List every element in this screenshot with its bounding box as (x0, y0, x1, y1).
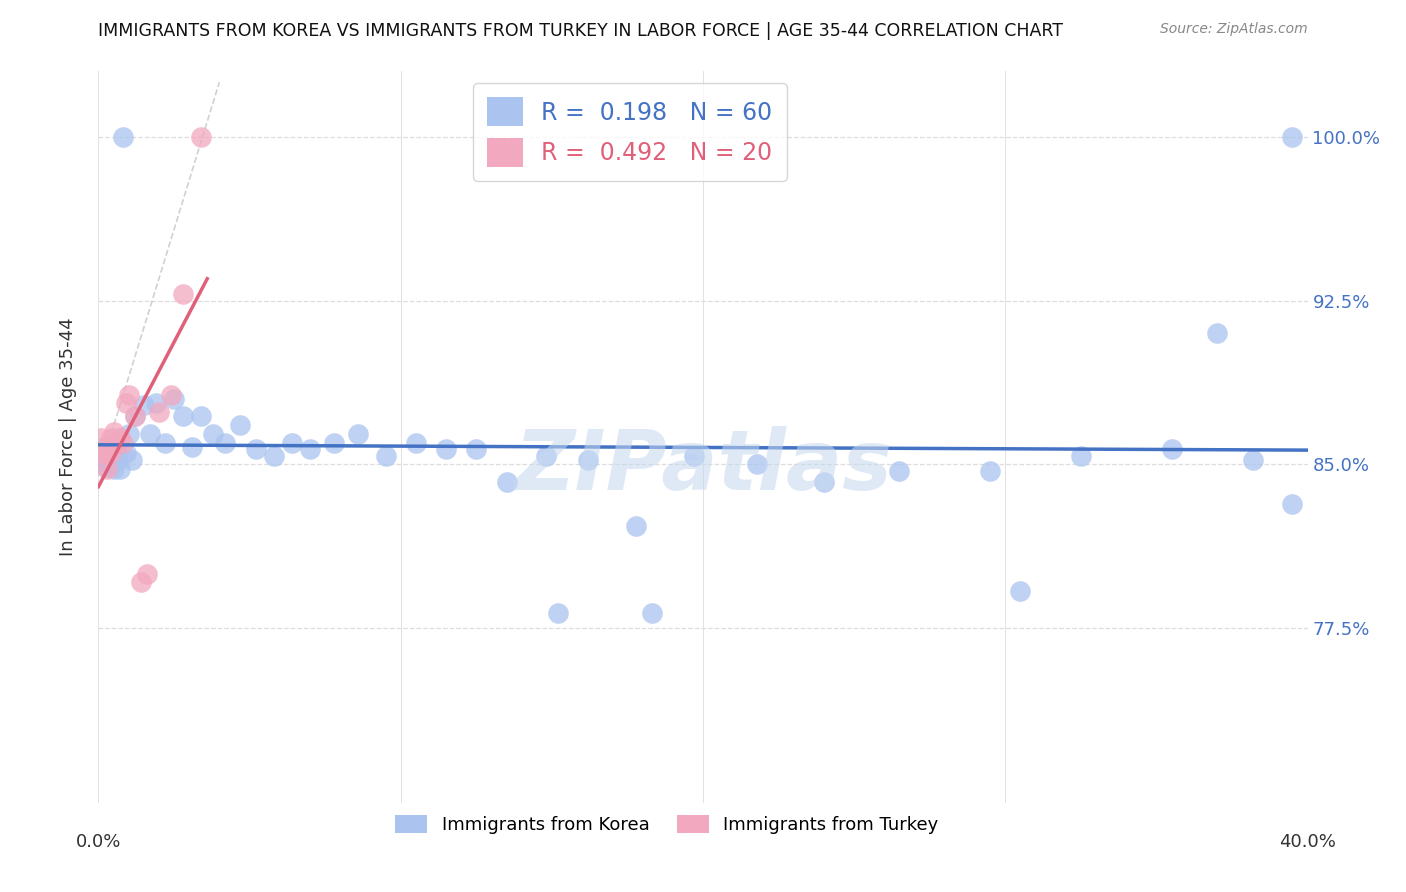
Point (100, 446, 122, 460)
Point (1160, 442, 1182, 456)
Point (145, 396, 167, 410)
Point (160, 387, 183, 401)
Point (434, 442, 457, 456)
Point (100, 449, 122, 463)
Legend: R =  0.198   N = 60, R =  0.492   N = 20: R = 0.198 N = 60, R = 0.492 N = 20 (472, 83, 787, 181)
Point (105, 453, 128, 467)
Point (93, 446, 115, 460)
Point (114, 396, 136, 410)
Point (124, 409, 146, 424)
Point (495, 475, 517, 489)
Point (108, 431, 131, 445)
Point (135, 566, 157, 581)
Point (747, 458, 769, 472)
Point (323, 435, 346, 450)
Point (93, 440, 115, 454)
Point (374, 449, 396, 463)
Point (813, 475, 835, 489)
Point (121, 453, 143, 467)
Point (114, 446, 136, 460)
Text: Source: ZipAtlas.com: Source: ZipAtlas.com (1160, 22, 1308, 37)
Point (547, 606, 569, 620)
Point (96, 444, 118, 458)
Point (214, 435, 236, 450)
Point (190, 129, 212, 144)
Point (202, 426, 225, 441)
Point (103, 461, 125, 475)
Point (100, 431, 122, 445)
Point (190, 409, 212, 424)
Point (153, 435, 176, 450)
Point (132, 399, 155, 413)
Point (90, 444, 112, 458)
Point (979, 464, 1001, 478)
Point (124, 409, 146, 424)
Point (96, 461, 118, 475)
Point (181, 440, 204, 454)
Point (465, 442, 488, 456)
Point (1206, 326, 1229, 341)
Point (640, 606, 662, 620)
Point (347, 426, 370, 441)
Point (172, 287, 194, 301)
Point (139, 426, 162, 441)
Point (93, 450, 115, 465)
Y-axis label: In Labor Force | Age 35-44: In Labor Force | Age 35-44 (59, 318, 77, 557)
Text: IMMIGRANTS FROM KOREA VS IMMIGRANTS FROM TURKEY IN LABOR FORCE | AGE 35-44 CORRE: IMMIGRANTS FROM KOREA VS IMMIGRANTS FROM… (98, 22, 1063, 40)
Point (90, 453, 112, 467)
Point (1241, 453, 1264, 467)
Point (534, 449, 557, 463)
Point (148, 405, 170, 419)
Point (90, 446, 112, 460)
Point (299, 442, 322, 456)
Point (103, 453, 125, 467)
Point (111, 129, 134, 144)
Point (96, 459, 118, 474)
Point (683, 449, 706, 463)
Point (96, 455, 118, 469)
Text: 0.0%: 0.0% (76, 833, 121, 851)
Point (105, 446, 128, 460)
Point (90, 431, 112, 445)
Point (1281, 497, 1303, 511)
Point (111, 435, 134, 450)
Point (281, 435, 304, 450)
Point (103, 425, 125, 439)
Point (118, 426, 141, 441)
Point (100, 440, 122, 454)
Point (118, 387, 141, 401)
Point (229, 418, 252, 433)
Point (1281, 129, 1303, 144)
Point (108, 461, 131, 475)
Point (108, 431, 131, 445)
Point (172, 409, 194, 424)
Point (889, 464, 911, 478)
Point (576, 453, 599, 467)
Point (96, 440, 118, 454)
Point (103, 455, 125, 469)
Text: ZIPatlas: ZIPatlas (515, 425, 891, 507)
Point (245, 442, 267, 456)
Point (105, 435, 128, 450)
Point (263, 449, 285, 463)
Point (405, 435, 427, 450)
Point (129, 575, 152, 590)
Point (626, 518, 648, 533)
Point (163, 392, 186, 406)
Point (1010, 584, 1032, 599)
Point (1070, 449, 1092, 463)
Text: 40.0%: 40.0% (1279, 833, 1336, 851)
